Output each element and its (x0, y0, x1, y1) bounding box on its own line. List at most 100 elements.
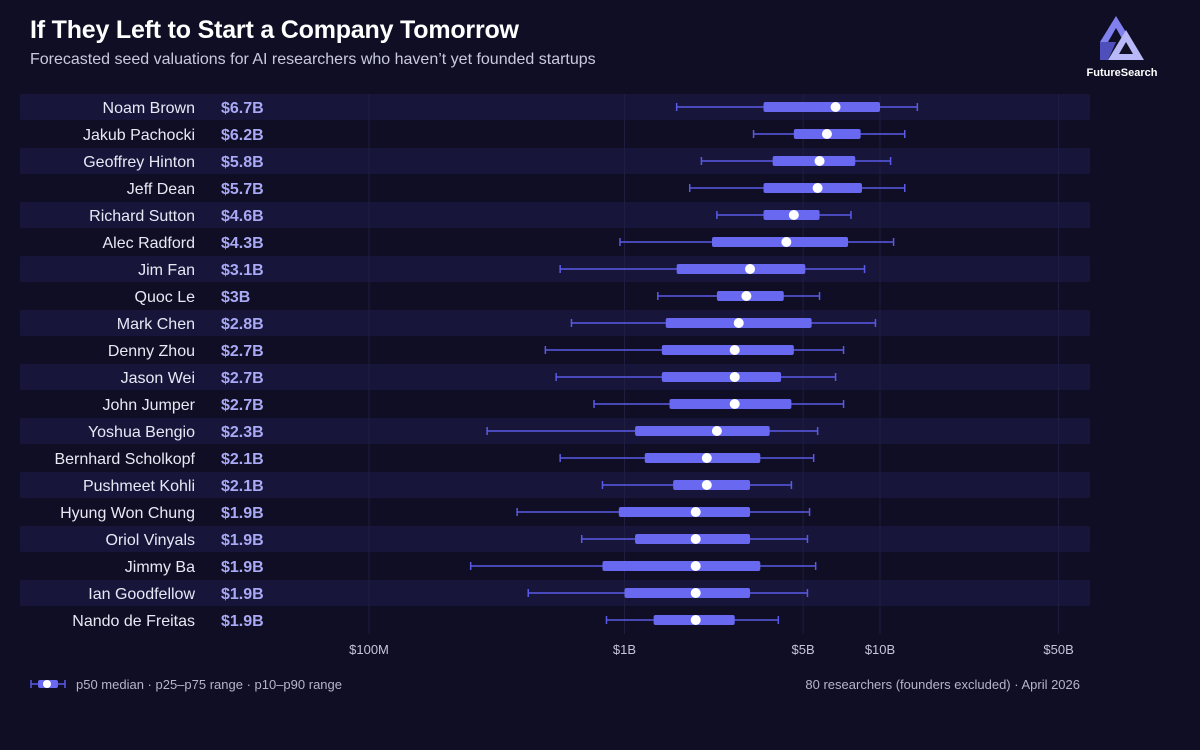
brand-name: FutureSearch (1086, 67, 1158, 79)
median-value-label: $2.1B (221, 451, 264, 468)
p50-median-dot (821, 129, 832, 139)
median-value-label: $2.1B (221, 478, 264, 495)
median-value-label: $1.9B (221, 559, 264, 576)
researcher-name: Jim Fan (138, 262, 195, 279)
row-band (20, 94, 1090, 120)
median-value-label: $5.7B (221, 181, 264, 198)
researcher-name: Hyung Won Chung (60, 505, 195, 522)
researcher-name: Jimmy Ba (125, 559, 195, 576)
median-value-label: $5.8B (221, 154, 264, 171)
row-band (20, 310, 1090, 336)
researcher-name: Oriol Vinyals (105, 532, 195, 549)
researcher-name: Jakub Pachocki (83, 127, 195, 144)
p50-median-dot (701, 453, 712, 463)
p25-p75-box (763, 102, 880, 112)
footnote: 80 researchers (founders excluded) · Apr… (805, 677, 1080, 692)
p50-median-dot (745, 264, 756, 274)
researcher-row: Jimmy Ba $1.9B (125, 559, 817, 576)
brand-logo: FutureSearch (1080, 14, 1164, 84)
researcher-row: Alec Radford $4.3B (103, 235, 895, 252)
researcher-row: Pushmeet Kohli $2.1B (83, 478, 793, 495)
x-tick-label: $100M (349, 642, 389, 657)
p50-median-dot (690, 507, 701, 517)
p50-median-dot (781, 237, 792, 247)
researcher-name: Bernhard Scholkopf (54, 451, 195, 468)
researcher-row: Yoshua Bengio $2.3B (88, 424, 819, 441)
p50-median-dot (690, 561, 701, 571)
p25-p75-box (635, 426, 770, 436)
researcher-row: Bernhard Scholkopf $2.1B (54, 451, 815, 468)
legend-text: p50 median · p25–p75 range · p10–p90 ran… (76, 676, 342, 692)
researcher-name: Pushmeet Kohli (83, 478, 195, 495)
median-value-label: $4.3B (221, 235, 264, 252)
chart-subtitle: Forecasted seed valuations for AI resear… (30, 51, 596, 68)
researcher-name: Nando de Freitas (72, 613, 195, 630)
p25-p75-box (711, 237, 849, 247)
median-value-label: $2.7B (221, 343, 264, 360)
row-band (20, 148, 1090, 174)
p25-p75-box (661, 345, 794, 355)
researcher-row: Hyung Won Chung $1.9B (60, 505, 811, 522)
p50-median-dot (830, 102, 841, 112)
median-value-label: $6.2B (221, 127, 264, 144)
median-value-label: $1.9B (221, 586, 264, 603)
row-band (20, 472, 1090, 498)
p50-median-dot (741, 291, 752, 301)
p50-median-dot (788, 210, 799, 220)
median-value-label: $6.7B (221, 100, 264, 117)
researcher-name: Yoshua Bengio (88, 424, 195, 441)
researcher-row: Jeff Dean $5.7B (127, 181, 906, 198)
x-tick-label: $5B (792, 642, 815, 657)
researcher-name: Richard Sutton (89, 208, 195, 225)
researcher-name: Alec Radford (103, 235, 196, 252)
chart-title: If They Left to Start a Company Tomorrow (30, 16, 519, 44)
researcher-row: John Jumper $2.7B (103, 397, 845, 414)
median-value-label: $1.9B (221, 505, 264, 522)
x-tick-label: $1B (613, 642, 636, 657)
researcher-row: Noam Brown $6.7B (103, 100, 919, 117)
median-value-label: $2.3B (221, 424, 264, 441)
p50-median-dot (729, 372, 740, 382)
p50-median-dot (711, 426, 722, 436)
p50-median-dot (690, 534, 701, 544)
p50-median-dot (812, 183, 823, 193)
median-value-label: $2.7B (221, 370, 264, 387)
researcher-name: Ian Goodfellow (88, 586, 195, 603)
median-value-label: $1.9B (221, 613, 264, 630)
futuresearch-triangle-logo-icon (1100, 16, 1144, 60)
researcher-row: Quoc Le $3B (135, 289, 821, 306)
median-value-label: $2.7B (221, 397, 264, 414)
researcher-name: Mark Chen (117, 316, 195, 333)
row-band (20, 364, 1090, 390)
researcher-row: Nando de Freitas $1.9B (72, 613, 780, 630)
researcher-row: Geoffrey Hinton $5.8B (83, 154, 892, 171)
researcher-name: Jason Wei (121, 370, 195, 387)
legend: p50 median · p25–p75 range · p10–p90 ran… (30, 676, 342, 692)
p25-p75-box (676, 264, 806, 274)
row-band (20, 526, 1090, 552)
researcher-row: Oriol Vinyals $1.9B (105, 532, 809, 549)
researcher-name: Noam Brown (103, 100, 195, 117)
p25-p75-box (602, 561, 761, 571)
p50-median-dot (690, 588, 701, 598)
p25-p75-box (618, 507, 751, 517)
researcher-name: John Jumper (103, 397, 196, 414)
median-value-label: $3.1B (221, 262, 264, 279)
median-value-label: $1.9B (221, 532, 264, 549)
p25-p75-box (661, 372, 782, 382)
box-plot-rows: Noam Brown $6.7B Jakub Pachocki $6.2B Geoffr… (54, 100, 919, 630)
researcher-row: Richard Sutton $4.6B (89, 208, 852, 225)
researcher-row: Jason Wei $2.7B (121, 370, 837, 387)
researcher-row: Denny Zhou $2.7B (108, 343, 845, 360)
p50-median-dot (814, 156, 825, 166)
median-value-label: $3B (221, 289, 250, 306)
median-value-label: $2.8B (221, 316, 264, 333)
row-band (20, 202, 1090, 228)
researcher-row: Jakub Pachocki $6.2B (83, 127, 906, 144)
p50-median-dot (729, 399, 740, 409)
researcher-row: Ian Goodfellow $1.9B (88, 586, 809, 603)
researcher-name: Quoc Le (135, 289, 196, 306)
p50-median-dot (701, 480, 712, 490)
x-tick-label: $10B (865, 642, 895, 657)
p50-median-dot (729, 345, 740, 355)
